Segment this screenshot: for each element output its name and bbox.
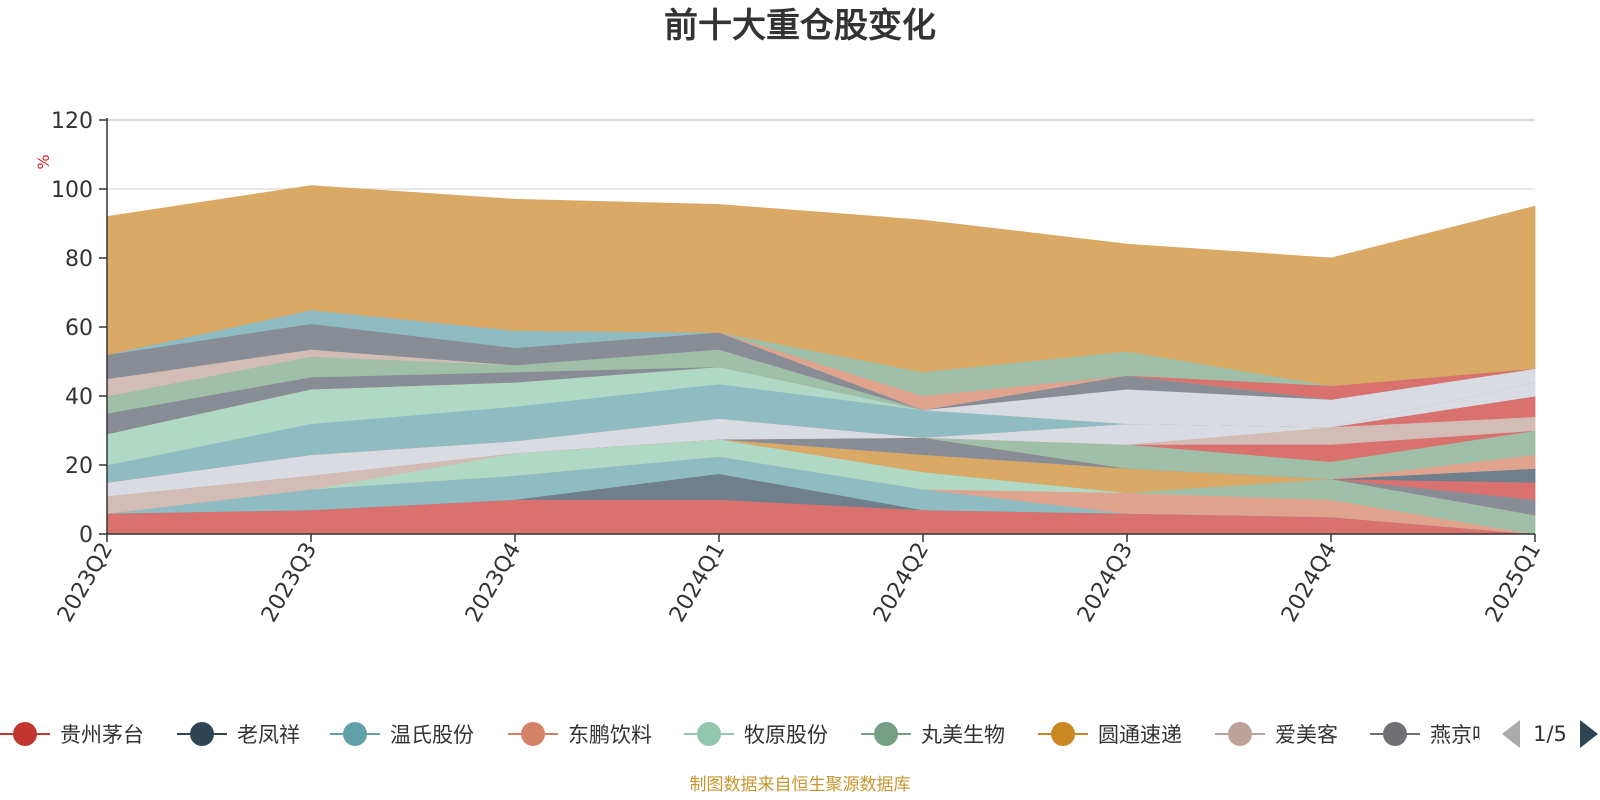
x-tick-label: 2025Q1 [1481,539,1546,627]
y-tick-label: 20 [65,454,93,479]
legend-circle-icon [697,722,721,746]
legend-item-4[interactable]: 东鹏饮料 [508,722,652,747]
x-tick-label: 2023Q3 [257,539,322,627]
legend[interactable]: 贵州茅台 老凤祥 温氏股份 东鹏饮料 牧原股份 丸美生物 圆通速递 爱美客 燕京啤酒 [0,722,1514,747]
legend-pager[interactable]: 1/5 [1502,720,1598,748]
legend-circle-icon [521,722,545,746]
legend-item-1[interactable]: 贵州茅台 [0,722,144,747]
legend-next-arrow-icon[interactable] [1580,720,1598,748]
legend-circle-icon [1051,722,1075,746]
legend-item-9[interactable]: 燕京啤酒 [1370,722,1514,747]
y-axis-ticks: 0 20 40 60 80 100 120 [51,109,107,548]
y-tick-label: 80 [65,247,93,272]
legend-item-5[interactable]: 牧原股份 [684,722,828,747]
legend-item-label: 爱美客 [1275,723,1338,747]
legend-circle-icon [13,722,37,746]
chart-title: 前十大重仓股变化 [664,6,936,46]
legend-item-2[interactable]: 老凤祥 [177,722,300,747]
legend-circle-icon [874,722,898,746]
legend-circle-icon [1383,722,1407,746]
area-series-33[interactable] [106,185,1536,387]
legend-item-6[interactable]: 丸美生物 [861,722,1005,747]
legend-item-7[interactable]: 圆通速递 [1038,722,1182,747]
y-tick-label: 100 [51,178,93,203]
y-tick-label: 60 [65,316,93,341]
x-axis-ticks: 2023Q2 2023Q3 2023Q4 2024Q1 2024Q2 2024Q3 2024… [53,534,1546,627]
legend-item-3[interactable]: 温氏股份 [330,722,474,747]
y-axis-unit: % [34,154,53,169]
x-tick-label: 2024Q2 [869,539,934,627]
x-tick-label: 2024Q3 [1073,539,1138,627]
legend-prev-arrow-icon[interactable] [1502,720,1520,748]
y-tick-label: 0 [79,523,93,548]
legend-circle-icon [343,722,367,746]
legend-item-label: 温氏股份 [390,723,474,747]
legend-item-label: 燕京啤酒 [1430,723,1514,747]
legend-circle-icon [1228,722,1252,746]
legend-item-8[interactable]: 爱美客 [1215,722,1338,747]
legend-page-indicator: 1/5 [1533,722,1567,746]
x-tick-label: 2024Q1 [665,539,730,627]
legend-circle-icon [190,722,214,746]
area-series [106,185,1536,535]
legend-item-label: 贵州茅台 [60,723,144,747]
x-tick-label: 2024Q4 [1277,539,1342,627]
legend-item-label: 圆通速递 [1098,723,1182,747]
legend-item-label: 丸美生物 [921,723,1005,747]
y-tick-label: 120 [51,109,93,134]
x-tick-label: 2023Q4 [461,539,526,627]
y-tick-label: 40 [65,385,93,410]
data-source-footer: 制图数据来自恒生聚源数据库 [690,775,911,795]
x-tick-label: 2023Q2 [53,539,118,627]
legend-item-label: 牧原股份 [744,723,828,747]
legend-item-label: 老凤祥 [237,723,300,747]
legend-item-label: 东鹏饮料 [568,723,652,747]
